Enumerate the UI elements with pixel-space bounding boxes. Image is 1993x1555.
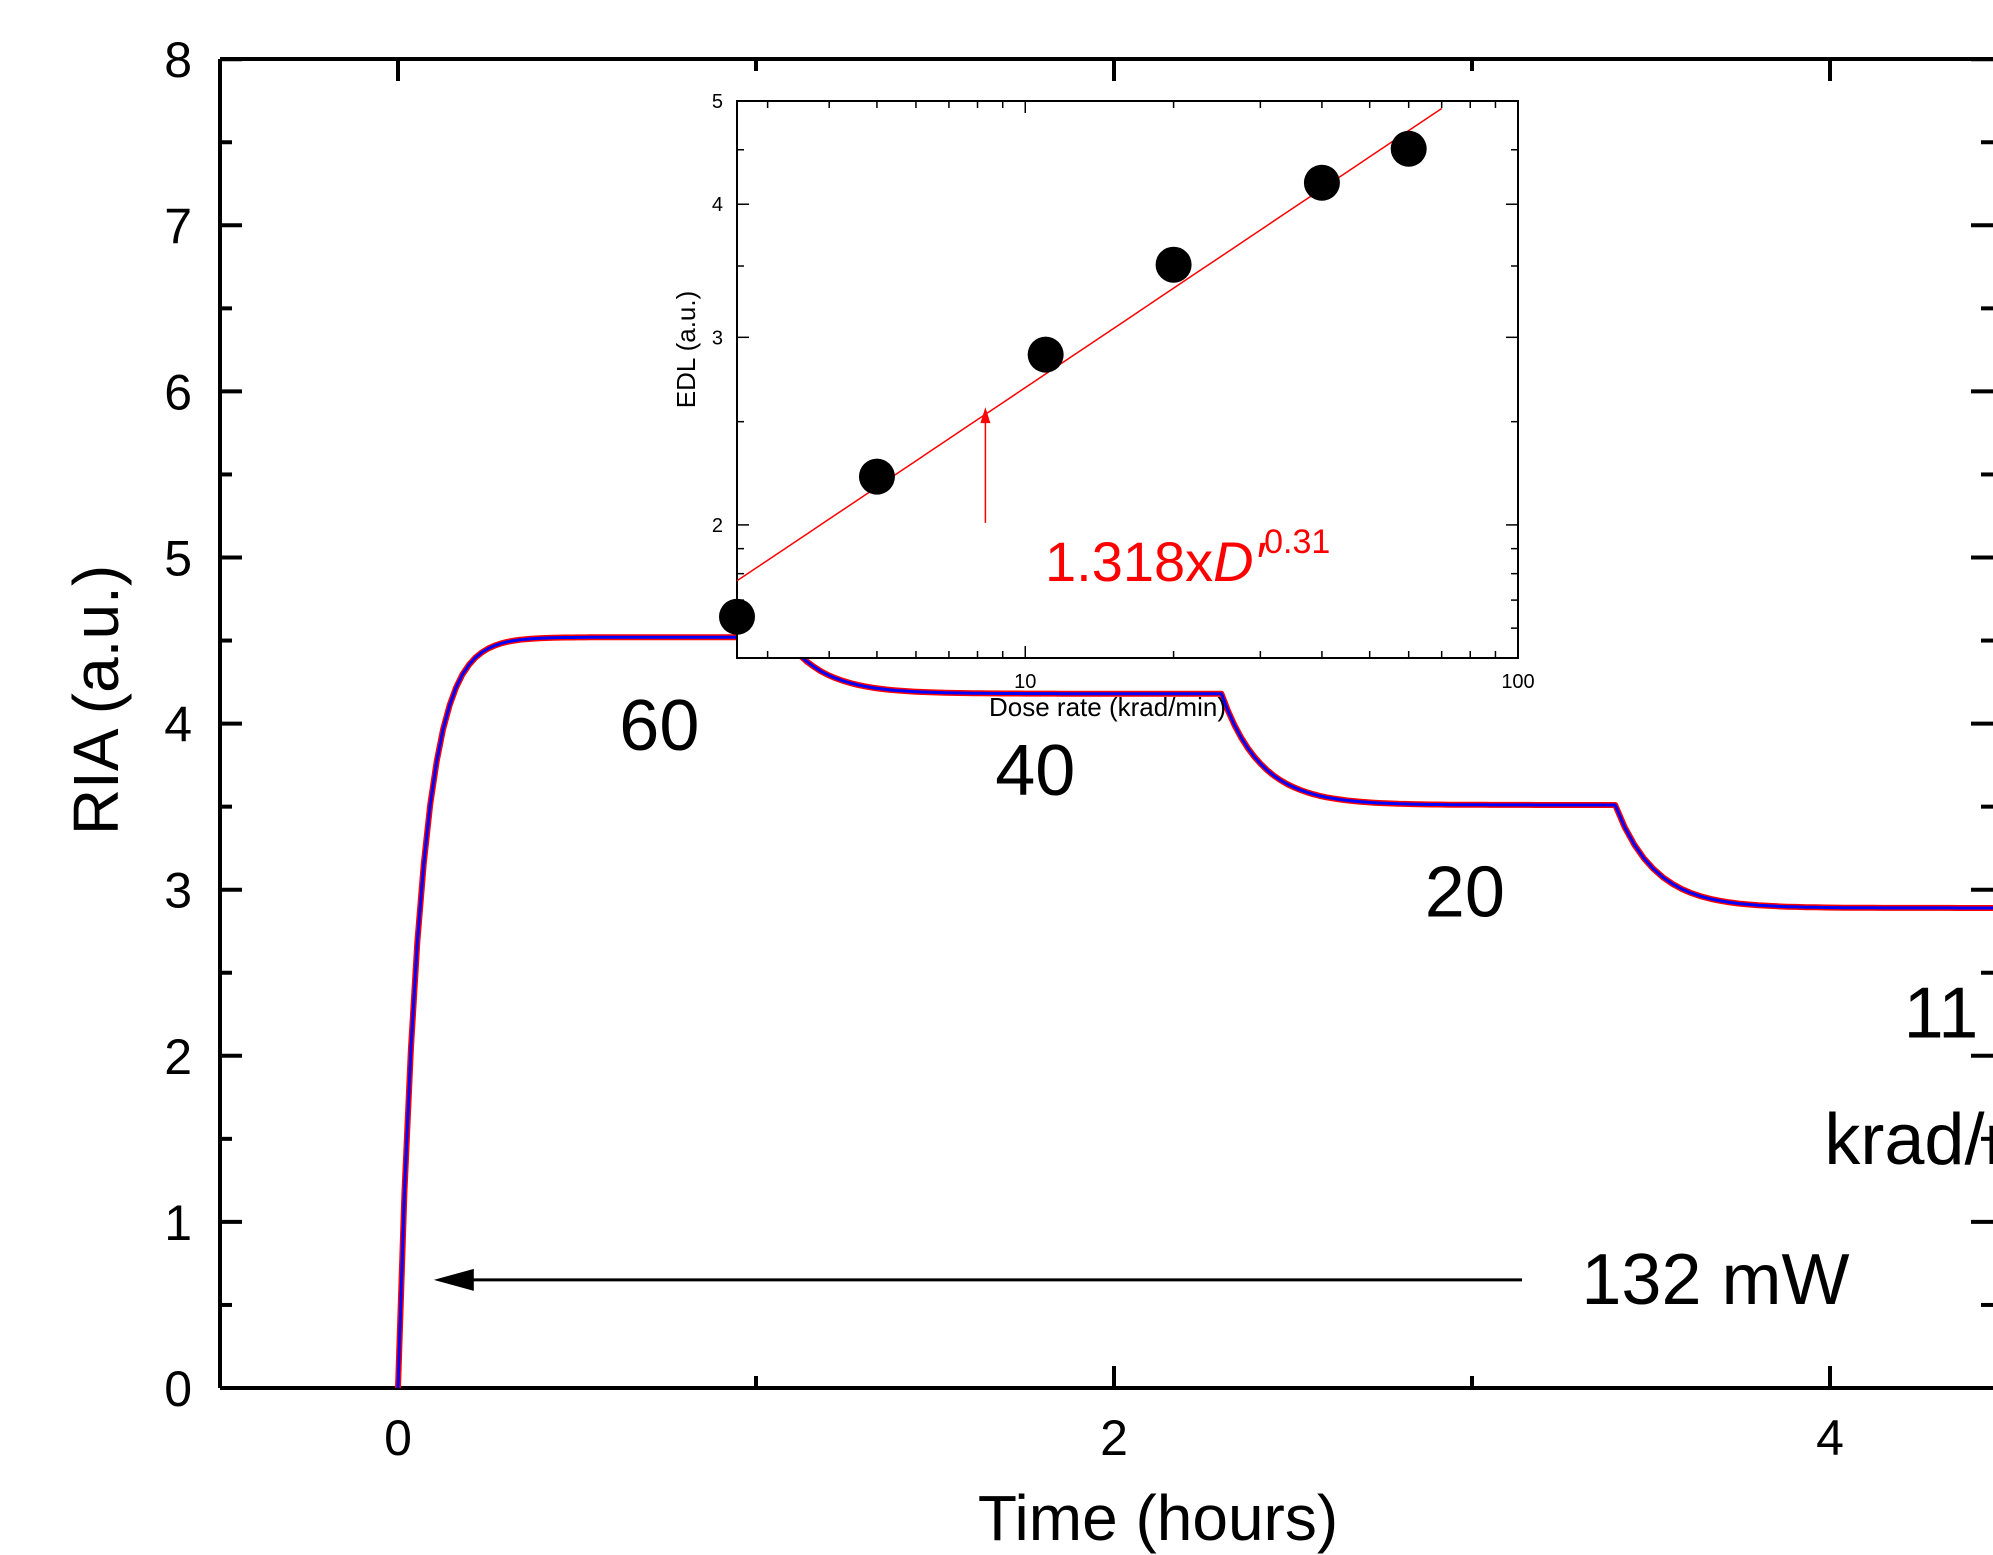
dose-rate-label: 40: [995, 731, 1075, 811]
fit-equation-exponent: 0.31: [1264, 523, 1330, 561]
main-y-tick-label: 4: [164, 697, 192, 753]
fit-equation-variable: D′: [1213, 530, 1266, 593]
main-y-tick-label: 0: [164, 1361, 192, 1417]
data-point: [1303, 164, 1340, 201]
main-y-tick-label: 8: [164, 32, 192, 88]
main-y-tick-label: 7: [164, 198, 192, 254]
main-y-tick-label: 6: [164, 364, 192, 420]
power-label: 132 mW: [1581, 1240, 1849, 1320]
inset-y-tick-label: 3: [712, 327, 723, 349]
main-y-tick-label: 1: [164, 1195, 192, 1251]
inset-x-axis-title: Dose rate (krad/min): [989, 692, 1226, 722]
dose-rate-label: krad/min: [1824, 1100, 1993, 1180]
data-point: [1155, 246, 1192, 283]
fit-equation-prefix: 1.318x: [1045, 530, 1213, 593]
data-point: [1027, 336, 1064, 373]
main-plot: 02468012345678Time (hours)RIA (a.u.)6040…: [60, 32, 1993, 1554]
inset-y-axis-title: EDL (a.u.): [671, 291, 701, 409]
main-y-axis-title: RIA (a.u.): [60, 565, 132, 835]
dose-rate-label: 60: [619, 686, 699, 766]
dose-rate-label: 20: [1425, 852, 1505, 932]
data-point: [1390, 130, 1427, 167]
inset-plot: 10 100 2 3 4 5 Dose rate (krad/min) EDL (a.u.) 1…: [671, 91, 1535, 722]
inset-y-tick-label: 5: [712, 91, 723, 113]
power-arrowhead-left: [433, 1268, 474, 1291]
inset-y-tick-label: 2: [712, 515, 723, 537]
fit-arrowhead: [980, 407, 991, 424]
main-y-tick-label: 3: [164, 863, 192, 919]
dose-rate-label: 11: [1904, 974, 1979, 1054]
inset-x-tick-label: 10: [1014, 671, 1036, 693]
fit-equation-label: 1.318xD′0.31: [1045, 523, 1330, 593]
main-x-tick-label: 2: [1100, 1410, 1128, 1466]
main-y-tick-label: 5: [164, 531, 192, 587]
data-point: [719, 598, 755, 635]
inset-x-tick-label: 100: [1501, 671, 1534, 693]
main-x-tick-label: 4: [1816, 1410, 1844, 1466]
data-point: [858, 458, 895, 495]
main-y-tick-label: 2: [164, 1029, 192, 1085]
main-x-tick-label: 0: [384, 1410, 412, 1466]
inset-y-tick-label: 4: [712, 194, 723, 216]
main-x-axis-title: Time (hours): [978, 1482, 1338, 1554]
inset-frame: [736, 100, 1519, 659]
